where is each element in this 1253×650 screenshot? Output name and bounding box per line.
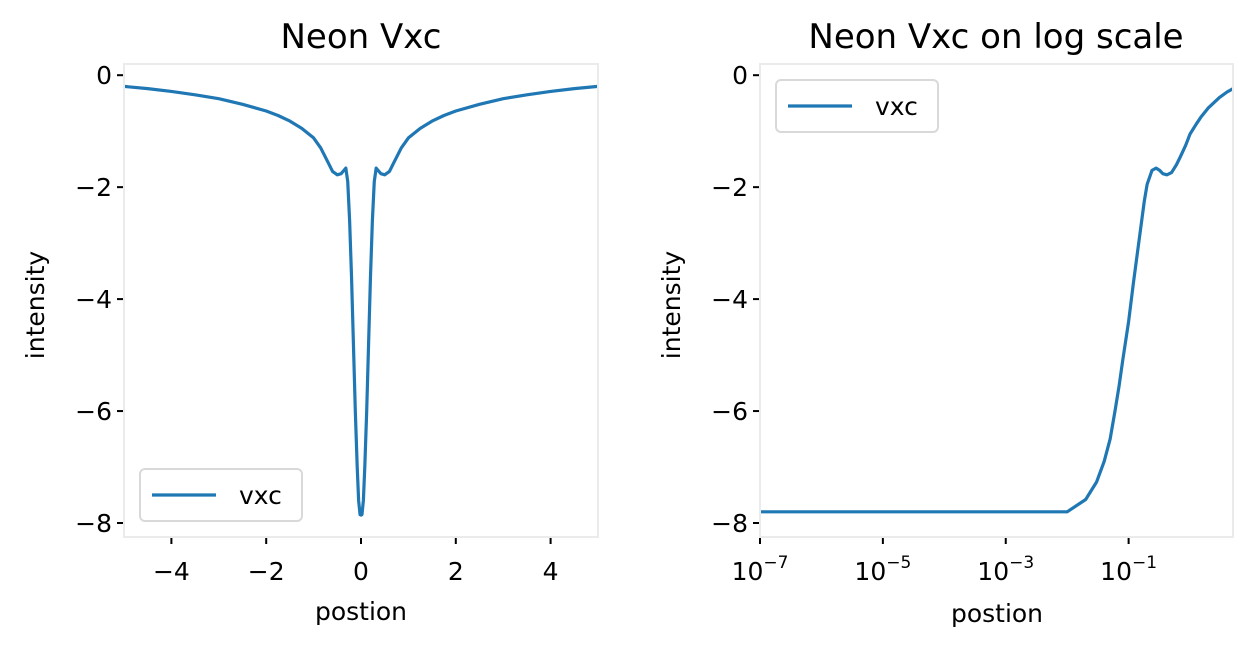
legend-box <box>775 79 939 133</box>
x-tick-label: 10−5 <box>854 553 911 586</box>
axes-frame <box>759 63 1234 538</box>
y-tick-label: −8 <box>711 509 748 538</box>
x-tick-label: −4 <box>153 557 190 586</box>
y-axis-label: intensity <box>21 251 50 360</box>
x-axis-label: postion <box>315 597 407 626</box>
x-axis-label: postion <box>951 599 1043 628</box>
y-tick-label: −2 <box>711 173 748 202</box>
series-line-vxc <box>760 87 1233 514</box>
chart-title: Neon Vxc <box>281 17 442 57</box>
x-tick-label: −2 <box>248 557 285 586</box>
x-tick-label: 10−7 <box>732 553 789 586</box>
legend: vxc <box>775 79 939 133</box>
legend-label: vxc <box>239 481 282 510</box>
chart-title: Neon Vxc on log scale <box>808 17 1183 57</box>
y-tick-label: −2 <box>75 173 112 202</box>
series-line-vxc <box>124 84 598 517</box>
y-tick-label: −8 <box>75 509 112 538</box>
y-tick-label: −4 <box>75 285 112 314</box>
y-tick-label: −6 <box>711 397 748 426</box>
plot-area <box>124 84 598 517</box>
y-tick-label: 0 <box>96 61 112 90</box>
chart-log-scale: Neon Vxc on log scale postion intensity … <box>657 17 1234 628</box>
y-tick-label: −6 <box>75 397 112 426</box>
plot-area <box>760 87 1233 514</box>
x-tick-label: 2 <box>448 557 464 586</box>
legend: vxc <box>139 468 303 522</box>
ticks: 0 −2 −4 −6 −8 −4 −2 0 2 4 <box>75 61 558 586</box>
chart-linear: Neon Vxc postion intensity 0 −2 −4 −6 −8 −4 −2… <box>21 17 599 626</box>
axes-frame <box>123 63 599 538</box>
y-tick-label: 0 <box>732 61 748 90</box>
x-tick-label: 10−3 <box>977 553 1034 586</box>
legend-label: vxc <box>875 92 918 121</box>
y-tick-label: −4 <box>711 285 748 314</box>
x-tick-label: 10−1 <box>1100 553 1157 586</box>
ticks: 0 −2 −4 −6 −8 10−7 10−5 10−3 10−1 <box>711 61 1157 586</box>
x-tick-label: 4 <box>543 557 559 586</box>
legend-box <box>139 468 303 522</box>
x-tick-label: 0 <box>353 557 369 586</box>
y-axis-label: intensity <box>657 251 686 360</box>
